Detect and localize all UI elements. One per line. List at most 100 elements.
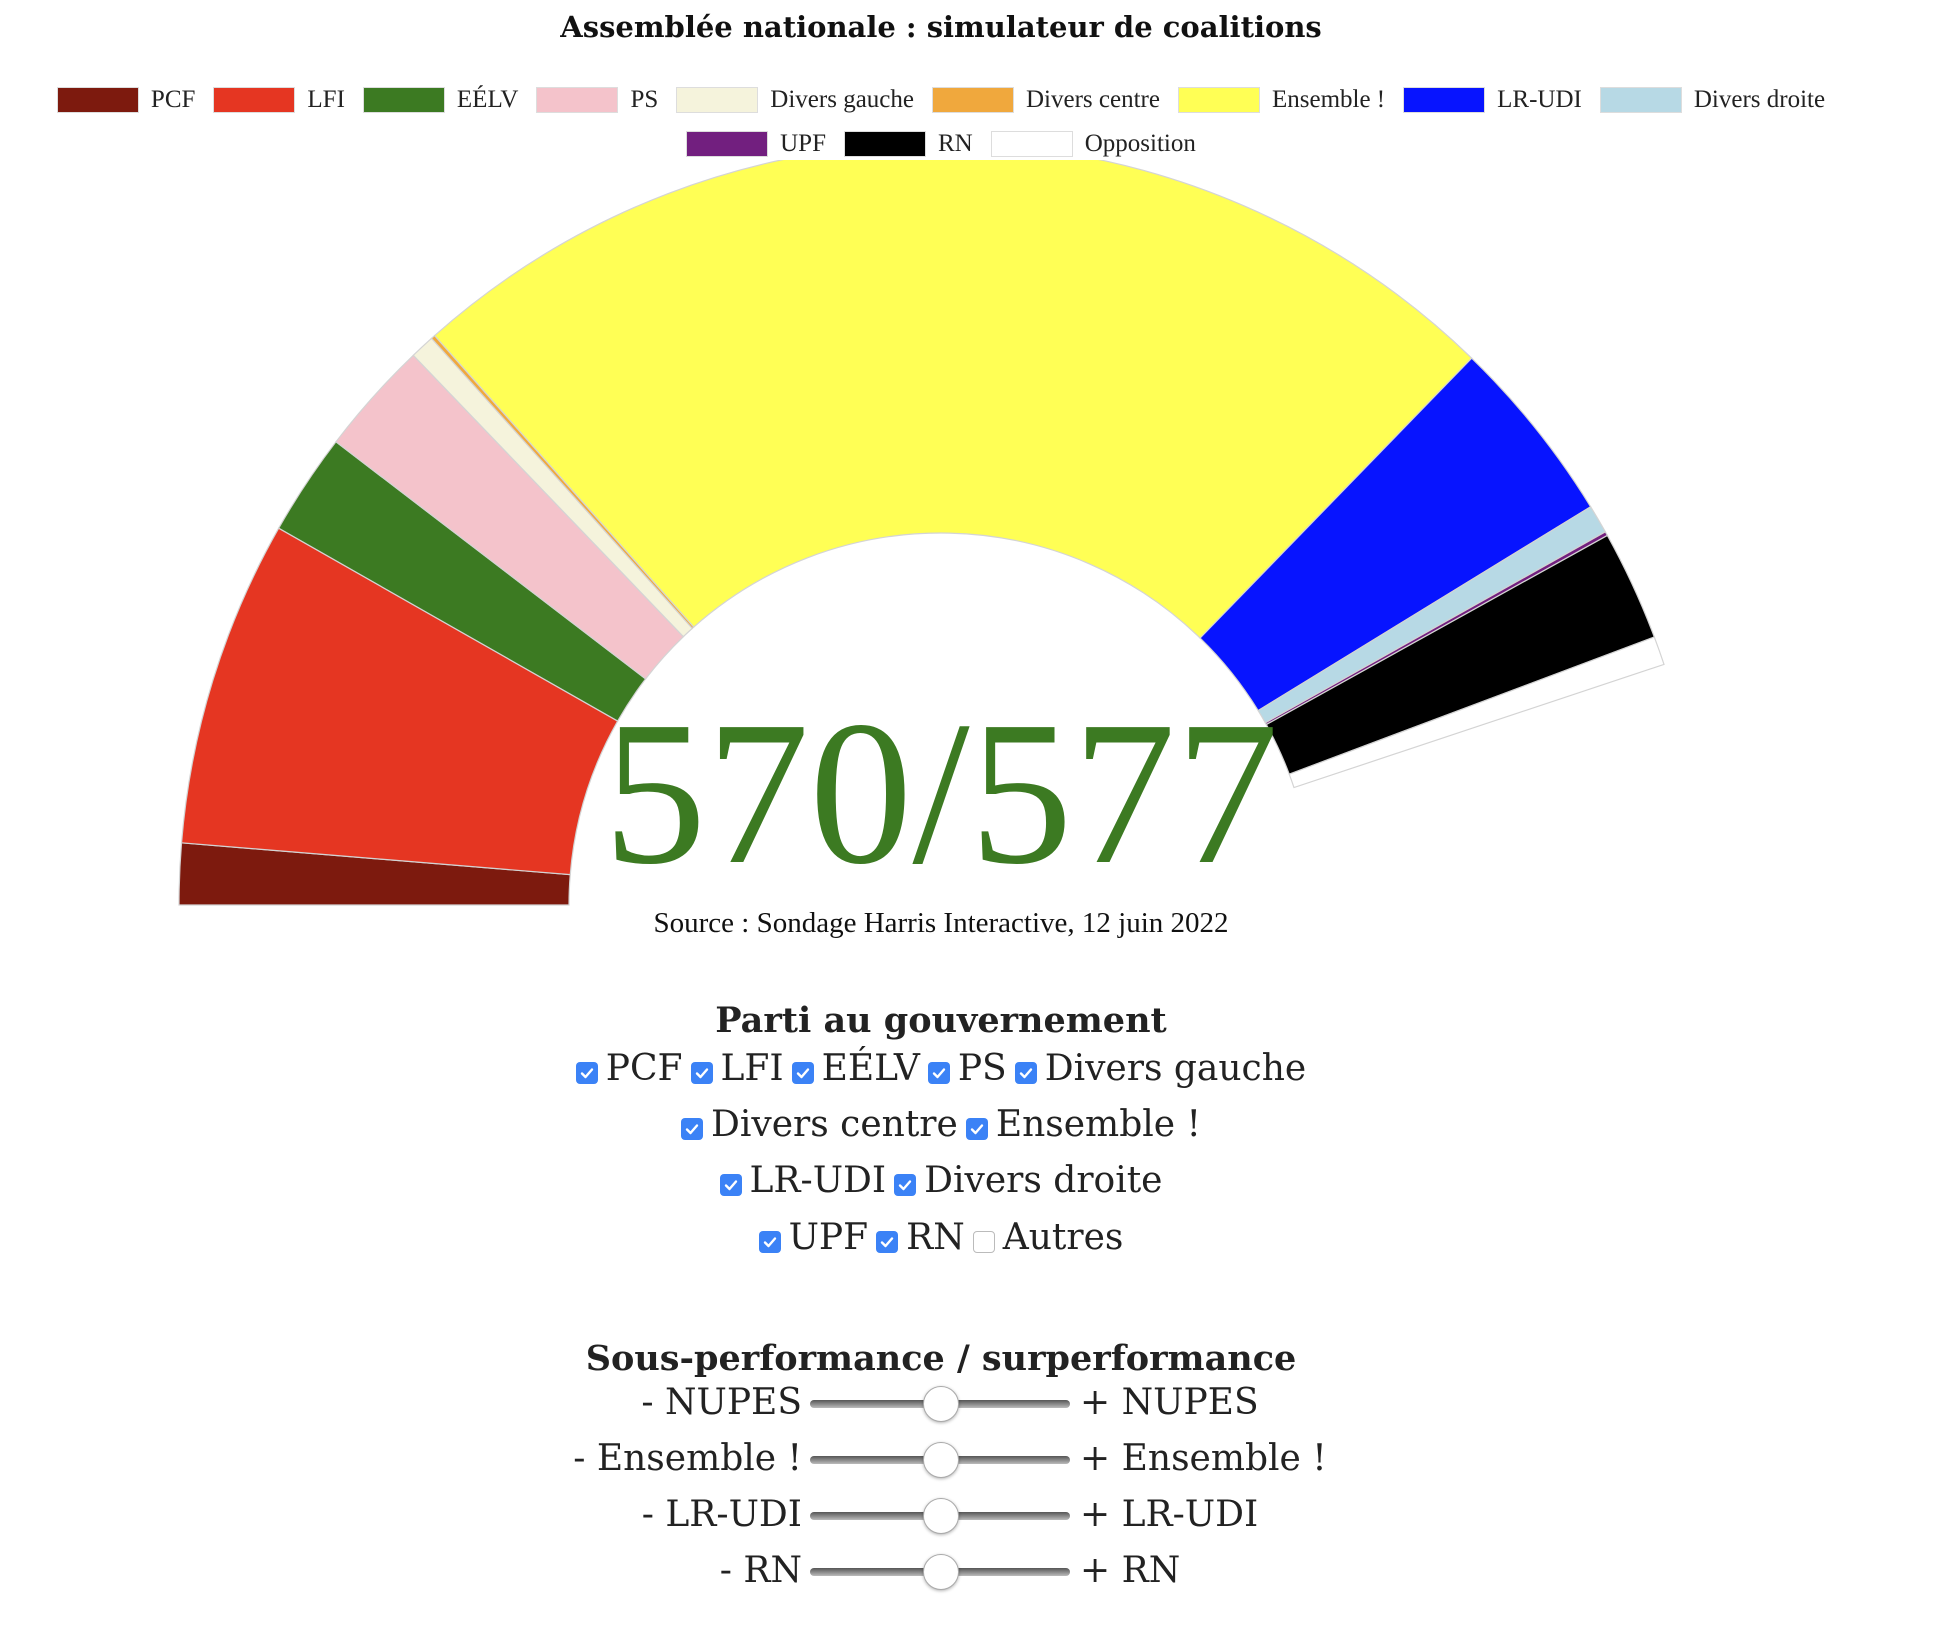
checkbox-divers-droite[interactable]: Divers droite xyxy=(894,1160,1162,1201)
legend-item-upf: UPF xyxy=(686,130,826,158)
slider-row-nupes: - NUPES + NUPES xyxy=(0,1382,1882,1432)
legend-label: RN xyxy=(938,130,973,157)
checkbox-lfi[interactable]: LFI xyxy=(690,1048,784,1089)
slider-lr-udi[interactable] xyxy=(810,1498,1070,1534)
legend-swatch xyxy=(686,131,769,157)
legend-item-ensemble: Ensemble ! xyxy=(1177,86,1386,114)
slider-max-label: + Ensemble ! xyxy=(1080,1438,1327,1479)
checkbox-label: Divers gauche xyxy=(1044,1048,1307,1089)
checkbox-lr-udi[interactable]: LR-UDI xyxy=(719,1160,887,1201)
checkbox-checked-icon[interactable] xyxy=(927,1061,950,1084)
slider-min-label: - LR-UDI xyxy=(641,1494,802,1535)
legend-item-eelv: EÉLV xyxy=(362,86,519,114)
checkbox-rn[interactable]: RN xyxy=(876,1217,965,1258)
checkbox-checked-icon[interactable] xyxy=(876,1230,899,1253)
seat-slice-opposition xyxy=(1288,636,1665,789)
slider-row-ensemble: - Ensemble ! + Ensemble ! xyxy=(0,1438,1882,1488)
slider-nupes[interactable] xyxy=(810,1386,1070,1422)
seat-slice-ensemble xyxy=(433,160,1473,639)
checkbox-checked-icon[interactable] xyxy=(894,1173,917,1196)
legend-swatch xyxy=(1599,87,1682,113)
checkbox-divers-gauche[interactable]: Divers gauche xyxy=(1014,1048,1307,1089)
government-row: LR-UDI Divers droite xyxy=(0,1160,1882,1201)
slider-min-label: - RN xyxy=(719,1550,802,1591)
checkbox-checked-icon[interactable] xyxy=(1014,1061,1037,1084)
legend-label: Opposition xyxy=(1084,130,1196,157)
checkbox-checked-icon[interactable] xyxy=(690,1061,713,1084)
legend-item-lfi: LFI xyxy=(213,86,345,114)
government-section-title: Parti au gouvernement xyxy=(715,1000,1167,1041)
checkbox-label: EÉLV xyxy=(821,1048,920,1089)
checkbox-ps[interactable]: PS xyxy=(927,1048,1007,1089)
legend-item-ps: PS xyxy=(536,86,658,114)
legend-item-divers-centre: Divers centre xyxy=(932,86,1160,114)
slider-rn[interactable] xyxy=(810,1554,1070,1590)
checkbox-pcf[interactable]: PCF xyxy=(575,1048,683,1089)
legend-label: Ensemble ! xyxy=(1271,86,1386,113)
hemicycle-chart xyxy=(178,160,1665,906)
checkbox-checked-icon[interactable] xyxy=(681,1117,704,1140)
checkbox-label: Autres xyxy=(1002,1217,1124,1258)
legend-label: Divers centre xyxy=(1026,86,1160,113)
legend-label: UPF xyxy=(780,130,826,157)
slider-max-label: + RN xyxy=(1080,1550,1181,1591)
checkbox-upf[interactable]: UPF xyxy=(758,1217,869,1258)
government-row: UPF RN Autres xyxy=(0,1217,1882,1258)
legend-label: PS xyxy=(630,86,659,113)
legend-swatch xyxy=(56,87,139,113)
legend-label: Divers gauche xyxy=(770,86,914,113)
checkbox-checked-icon[interactable] xyxy=(719,1173,742,1196)
legend-swatch xyxy=(1403,87,1486,113)
checkbox-label: LR-UDI xyxy=(749,1160,887,1201)
checkbox-label: LFI xyxy=(720,1048,784,1089)
checkbox-autres[interactable]: Autres xyxy=(972,1217,1124,1258)
legend-item-divers-droite: Divers droite xyxy=(1599,86,1826,114)
legend-swatch xyxy=(213,87,296,113)
legend-swatch xyxy=(362,87,445,113)
government-row: PCF LFI EÉLV PS Divers gauche xyxy=(0,1048,1882,1089)
slider-thumb[interactable] xyxy=(923,1442,959,1478)
seat-counter: 570/577 xyxy=(603,678,1279,907)
legend-row-1: PCF LFI EÉLV PS Divers gauche Divers centre En… xyxy=(0,86,1882,114)
slider-ensemble[interactable] xyxy=(810,1442,1070,1478)
slider-thumb[interactable] xyxy=(923,1386,959,1422)
legend-swatch xyxy=(932,87,1014,113)
slider-thumb[interactable] xyxy=(923,1498,959,1534)
legend-swatch xyxy=(536,87,619,113)
legend-swatch xyxy=(844,131,926,157)
legend-item-rn: RN xyxy=(844,130,973,158)
checkbox-checked-icon[interactable] xyxy=(758,1230,781,1253)
slider-max-label: + NUPES xyxy=(1080,1382,1259,1423)
checkbox-divers-centre[interactable]: Divers centre xyxy=(681,1104,958,1145)
legend-swatch xyxy=(990,131,1073,157)
legend-label: Divers droite xyxy=(1693,86,1826,113)
legend-label: PCF xyxy=(150,86,196,113)
legend-swatch xyxy=(676,87,759,113)
legend-item-divers-gauche: Divers gauche xyxy=(676,86,914,114)
checkbox-checked-icon[interactable] xyxy=(965,1117,988,1140)
slider-thumb[interactable] xyxy=(923,1554,959,1590)
checkbox-label: UPF xyxy=(788,1217,869,1258)
slider-row-lr-udi: - LR-UDI + LR-UDI xyxy=(0,1494,1882,1544)
legend-label: LR-UDI xyxy=(1497,86,1582,113)
source-note: Source : Sondage Harris Interactive, 12 … xyxy=(653,907,1229,939)
checkbox-label: Ensemble ! xyxy=(995,1104,1201,1145)
checkbox-label: RN xyxy=(906,1217,965,1258)
slider-min-label: - Ensemble ! xyxy=(573,1438,802,1479)
slider-max-label: + LR-UDI xyxy=(1080,1494,1259,1535)
checkbox-ensemble[interactable]: Ensemble ! xyxy=(965,1104,1201,1145)
legend-item-pcf: PCF xyxy=(56,86,196,114)
checkbox-checked-icon[interactable] xyxy=(791,1061,814,1084)
checkbox-checked-icon[interactable] xyxy=(575,1061,598,1084)
legend-item-lr-udi: LR-UDI xyxy=(1403,86,1582,114)
slider-min-label: - NUPES xyxy=(641,1382,802,1423)
checkbox-label: PCF xyxy=(605,1048,683,1089)
legend-label: EÉLV xyxy=(456,86,519,113)
checkbox-unchecked-icon[interactable] xyxy=(972,1230,995,1253)
checkbox-label: Divers centre xyxy=(711,1104,958,1145)
legend-label: LFI xyxy=(307,86,345,113)
chart-title: Assemblée nationale : simulateur de coal… xyxy=(560,10,1322,44)
checkbox-eelv[interactable]: EÉLV xyxy=(791,1048,920,1089)
legend-row-2: UPF RN Opposition xyxy=(0,130,1882,158)
government-row: Divers centre Ensemble ! xyxy=(0,1104,1882,1145)
